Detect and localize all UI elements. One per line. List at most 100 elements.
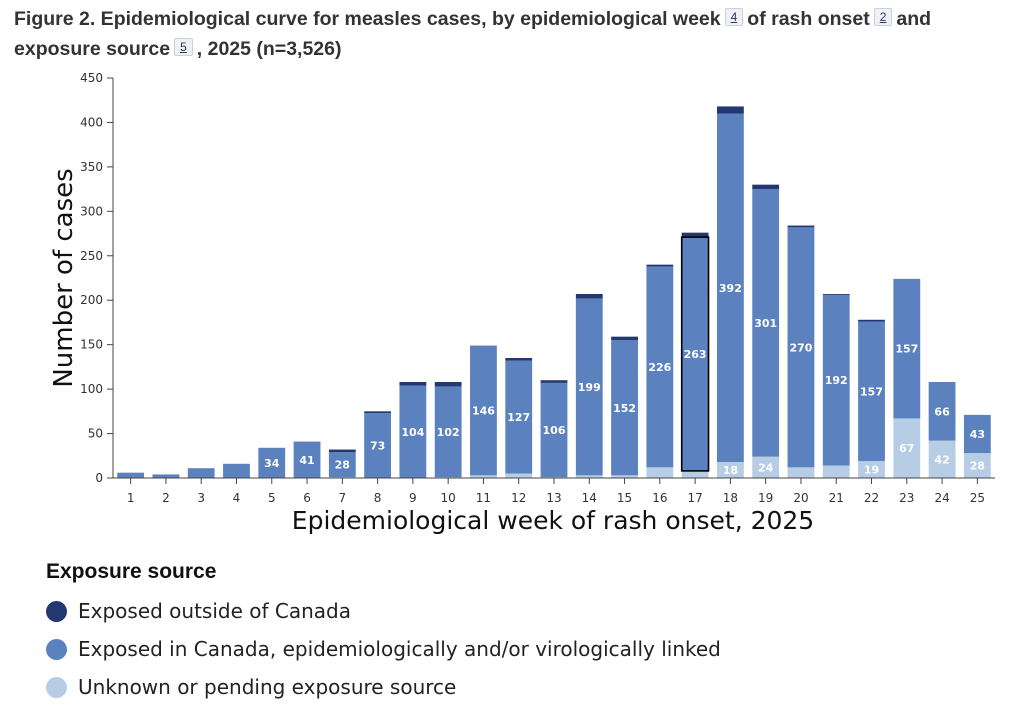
data-label-week-5-series-1: 34 bbox=[264, 457, 280, 470]
bar-segment-week-6-series-1[interactable] bbox=[293, 441, 321, 478]
bar-segment-week-15-series-0[interactable] bbox=[611, 475, 638, 478]
bar-segment-week-16-series-0[interactable] bbox=[646, 467, 674, 478]
bar-segment-week-14-series-1[interactable] bbox=[575, 298, 603, 476]
bar-segment-week-20-series-2[interactable] bbox=[787, 225, 815, 228]
footnote-link-2[interactable]: 2 bbox=[873, 8, 893, 26]
bar-segment-week-12-series-2[interactable] bbox=[505, 358, 533, 361]
y-tick-label: 350 bbox=[80, 160, 103, 174]
y-axis-label: Number of cases bbox=[49, 168, 79, 387]
bar-segment-week-17-series-1[interactable] bbox=[681, 237, 709, 471]
x-tick-label: 16 bbox=[652, 491, 667, 505]
bar-segment-week-9-series-1[interactable] bbox=[399, 385, 427, 478]
bar-segment-week-11-series-1[interactable] bbox=[470, 345, 497, 476]
bar-segment-week-10-series-1[interactable] bbox=[434, 386, 462, 478]
bar-segment-week-23-series-1[interactable] bbox=[893, 278, 921, 419]
x-tick-label: 23 bbox=[899, 491, 914, 505]
bar-segment-week-22-series-2[interactable] bbox=[858, 319, 885, 322]
bar-segment-week-8-series-2[interactable] bbox=[364, 411, 392, 414]
data-label-week-21-series-1: 192 bbox=[825, 374, 848, 387]
bar-segment-week-21-series-1[interactable] bbox=[822, 294, 850, 466]
bar-segment-week-24-series-0[interactable] bbox=[928, 440, 956, 478]
x-tick-label: 19 bbox=[758, 491, 773, 505]
data-label-week-13-series-1: 106 bbox=[543, 424, 566, 437]
data-label-week-8-series-1: 73 bbox=[370, 440, 385, 453]
x-tick-label: 13 bbox=[546, 491, 561, 505]
highlight-outline-week-17 bbox=[680, 236, 710, 472]
data-label-week-19-series-0: 24 bbox=[758, 461, 774, 474]
bar-segment-week-3-series-1[interactable] bbox=[187, 468, 215, 478]
bar-segment-week-19-series-0[interactable] bbox=[752, 456, 780, 478]
bar-segment-week-22-series-1[interactable] bbox=[858, 321, 885, 462]
bar-segment-week-15-series-1[interactable] bbox=[611, 340, 638, 476]
footnote-link-5[interactable]: 5 bbox=[174, 38, 193, 56]
x-tick-label: 20 bbox=[793, 491, 808, 505]
bar-segment-week-2-series-1[interactable] bbox=[152, 474, 180, 478]
legend-swatch-unknown-pending bbox=[46, 676, 67, 698]
bar-segment-week-24-series-1[interactable] bbox=[928, 382, 956, 441]
bar-segment-week-12-series-0[interactable] bbox=[505, 473, 533, 478]
bar-segment-week-16-series-2[interactable] bbox=[646, 264, 674, 267]
bar-segment-week-18-series-0[interactable] bbox=[716, 462, 744, 478]
bar-segment-week-7-series-1[interactable] bbox=[328, 452, 356, 478]
bar-segment-week-1-series-1[interactable] bbox=[117, 472, 145, 478]
y-tick-label: 250 bbox=[80, 249, 103, 263]
footnote-link-4[interactable]: 4 bbox=[724, 8, 744, 26]
x-axis-label: Epidemiological week of rash onset, 2025 bbox=[292, 506, 814, 535]
bar-segment-week-20-series-1[interactable] bbox=[787, 227, 815, 468]
bar-segment-week-23-series-0[interactable] bbox=[893, 418, 921, 478]
data-label-week-22-series-0: 19 bbox=[864, 464, 879, 477]
bar-segment-week-19-series-2[interactable] bbox=[752, 184, 780, 190]
data-label-week-18-series-0: 18 bbox=[723, 464, 738, 477]
bar-segment-week-19-series-1[interactable] bbox=[752, 189, 780, 457]
data-label-week-10-series-1: 102 bbox=[437, 426, 460, 439]
bar-segment-week-13-series-1[interactable] bbox=[540, 382, 568, 478]
legend-item-unknown-pending[interactable]: Unknown or pending exposure source bbox=[46, 668, 721, 706]
y-tick-label: 300 bbox=[80, 204, 103, 218]
bar-segment-week-14-series-2[interactable] bbox=[575, 294, 603, 299]
chart-title: Figure 2. Epidemiological curve for meas… bbox=[14, 4, 1004, 64]
data-label-week-25-series-1: 43 bbox=[970, 428, 985, 441]
x-tick-label: 15 bbox=[617, 491, 632, 505]
x-tick-label: 12 bbox=[511, 491, 526, 505]
bar-segment-week-10-series-2[interactable] bbox=[434, 382, 462, 387]
bar-segment-week-11-series-0[interactable] bbox=[470, 475, 497, 478]
bar-segment-week-18-series-2[interactable] bbox=[716, 106, 744, 114]
data-label-week-15-series-1: 152 bbox=[613, 402, 636, 415]
bar-segment-week-22-series-0[interactable] bbox=[858, 461, 885, 478]
bar-segment-week-25-series-0[interactable] bbox=[963, 453, 991, 478]
x-tick-label: 17 bbox=[687, 491, 702, 505]
data-label-week-12-series-1: 127 bbox=[507, 411, 530, 424]
legend-item-outside-canada[interactable]: Exposed outside of Canada bbox=[46, 592, 721, 630]
legend-swatch-in-canada-linked bbox=[46, 638, 67, 660]
bar-segment-week-20-series-0[interactable] bbox=[787, 467, 815, 478]
legend-label-outside-canada: Exposed outside of Canada bbox=[78, 599, 352, 623]
bar-segment-week-21-series-2[interactable] bbox=[822, 294, 850, 295]
bar-segment-week-14-series-0[interactable] bbox=[575, 475, 603, 478]
data-label-week-14-series-1: 199 bbox=[578, 381, 601, 394]
bar-segment-week-17-series-0[interactable] bbox=[681, 470, 709, 478]
y-tick-label: 200 bbox=[80, 293, 103, 307]
y-tick-label: 0 bbox=[95, 471, 103, 485]
title-text-part3: and exposure source bbox=[14, 8, 932, 60]
data-label-week-20-series-1: 270 bbox=[789, 341, 812, 354]
bar-segment-week-13-series-2[interactable] bbox=[540, 380, 568, 383]
title-text-part1: Figure 2. Epidemiological curve for meas… bbox=[14, 8, 721, 30]
bar-segment-week-8-series-1[interactable] bbox=[364, 413, 392, 478]
bar-segment-week-4-series-1[interactable] bbox=[223, 463, 250, 478]
bar-segment-week-17-series-2[interactable] bbox=[681, 232, 709, 238]
bar-segment-week-18-series-1[interactable] bbox=[716, 113, 744, 463]
x-tick-label: 10 bbox=[441, 491, 456, 505]
legend-swatch-outside-canada bbox=[46, 600, 67, 622]
bar-segment-week-9-series-2[interactable] bbox=[399, 382, 427, 386]
bar-segment-week-16-series-1[interactable] bbox=[646, 266, 674, 468]
legend-item-in-canada-linked[interactable]: Exposed in Canada, epidemiologically and… bbox=[46, 630, 721, 668]
data-label-week-24-series-0: 42 bbox=[934, 453, 949, 466]
bar-segment-week-7-series-2[interactable] bbox=[328, 449, 356, 453]
bar-segment-week-5-series-1[interactable] bbox=[258, 447, 286, 478]
bar-segment-week-21-series-0[interactable] bbox=[822, 465, 850, 478]
bar-segment-week-25-series-1[interactable] bbox=[963, 414, 991, 454]
bar-segment-week-15-series-2[interactable] bbox=[611, 336, 638, 341]
data-label-week-6-series-1: 41 bbox=[299, 454, 314, 467]
bar-segment-week-12-series-1[interactable] bbox=[505, 360, 533, 474]
